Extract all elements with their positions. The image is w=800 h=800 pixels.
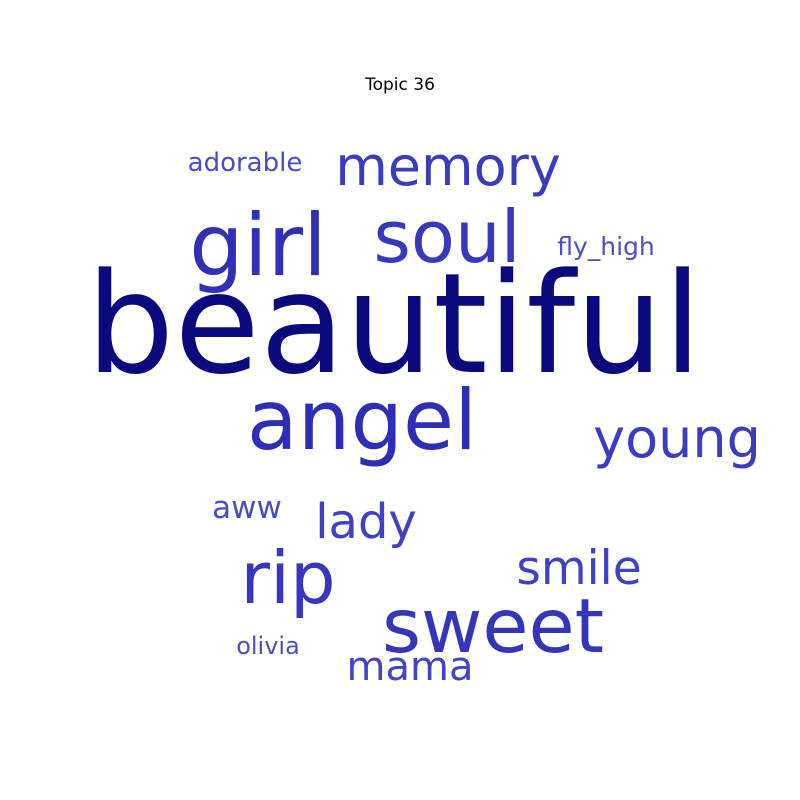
word-soul: soul — [373, 195, 520, 279]
word-lady: lady — [315, 494, 417, 550]
word-olivia: olivia — [236, 632, 300, 660]
word-young: young — [593, 407, 761, 470]
word-smile: smile — [516, 541, 641, 596]
word-aww: aww — [212, 490, 282, 526]
word-adorable: adorable — [188, 148, 303, 178]
word-fly-high: fly_high — [557, 232, 655, 261]
word-girl: girl — [189, 196, 327, 296]
chart-title: Topic 36 — [365, 75, 435, 95]
word-angel: angel — [247, 372, 477, 469]
word-rip: rip — [240, 536, 335, 620]
word-memory: memory — [335, 135, 561, 198]
word-mama: mama — [347, 644, 474, 690]
word-sweet: sweet — [382, 582, 604, 670]
word-beautiful: beautiful — [86, 243, 702, 405]
